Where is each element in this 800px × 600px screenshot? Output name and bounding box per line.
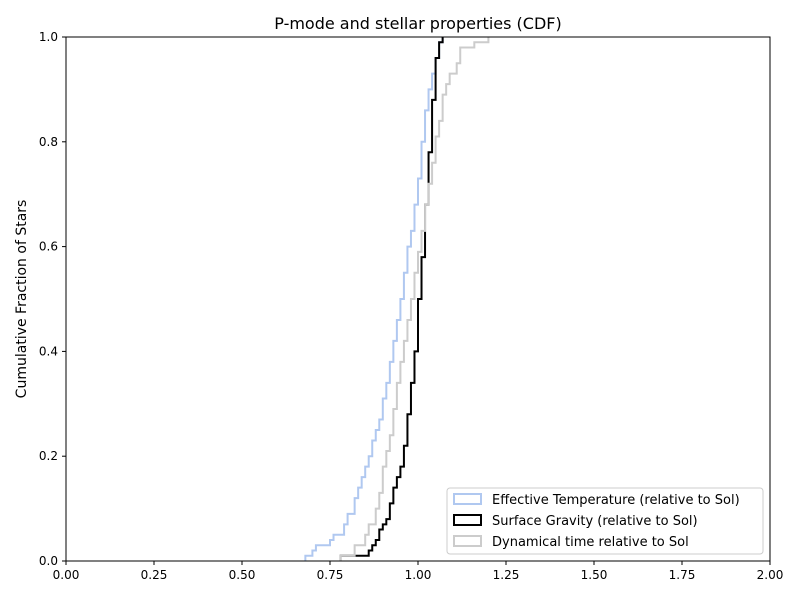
- x-tick-label: 0.75: [317, 568, 344, 582]
- y-tick-label: 0.8: [39, 135, 58, 149]
- chart-title: P-mode and stellar properties (CDF): [274, 14, 561, 33]
- axis-ticks: 0.00 0.25 0.50 0.75 1.00 1.25 1.50 1.75 2.00 0.0 0…: [39, 30, 783, 582]
- y-tick-label: 0.0: [39, 554, 58, 568]
- legend-label: Effective Temperature (relative to Sol): [492, 493, 740, 508]
- legend: Effective Temperature (relative to Sol) S…: [446, 487, 764, 555]
- y-tick-label: 0.2: [39, 449, 58, 463]
- y-axis-label: Cumulative Fraction of Stars: [14, 200, 30, 399]
- series-line-effective-temperature-relative-to-sol: [304, 37, 444, 561]
- legend-box: [446, 487, 764, 555]
- legend-swatch: [453, 535, 482, 547]
- y-tick-label: 1.0: [39, 30, 58, 44]
- plot-frame: [65, 36, 771, 562]
- legend-swatch: [453, 493, 482, 505]
- series-lines: [304, 37, 490, 561]
- x-tick-label: 1.75: [669, 568, 696, 582]
- series-line-surface-gravity-relative-to-sol: [339, 37, 444, 561]
- legend-label: Dynamical time relative to Sol: [492, 535, 689, 550]
- series-line-dynamical-time-relative-to-sol: [339, 37, 490, 561]
- x-tick-label: 0.50: [229, 568, 256, 582]
- y-tick-label: 0.4: [39, 344, 58, 358]
- x-tick-label: 1.25: [493, 568, 520, 582]
- legend-label: Surface Gravity (relative to Sol): [492, 514, 698, 529]
- x-tick-label: 1.00: [405, 568, 432, 582]
- x-tick-label: 0.25: [141, 568, 168, 582]
- x-tick-label: 0.00: [53, 568, 80, 582]
- legend-swatch: [453, 514, 482, 526]
- y-tick-label: 0.6: [39, 240, 58, 254]
- x-tick-label: 2.00: [757, 568, 784, 582]
- x-tick-label: 1.50: [581, 568, 608, 582]
